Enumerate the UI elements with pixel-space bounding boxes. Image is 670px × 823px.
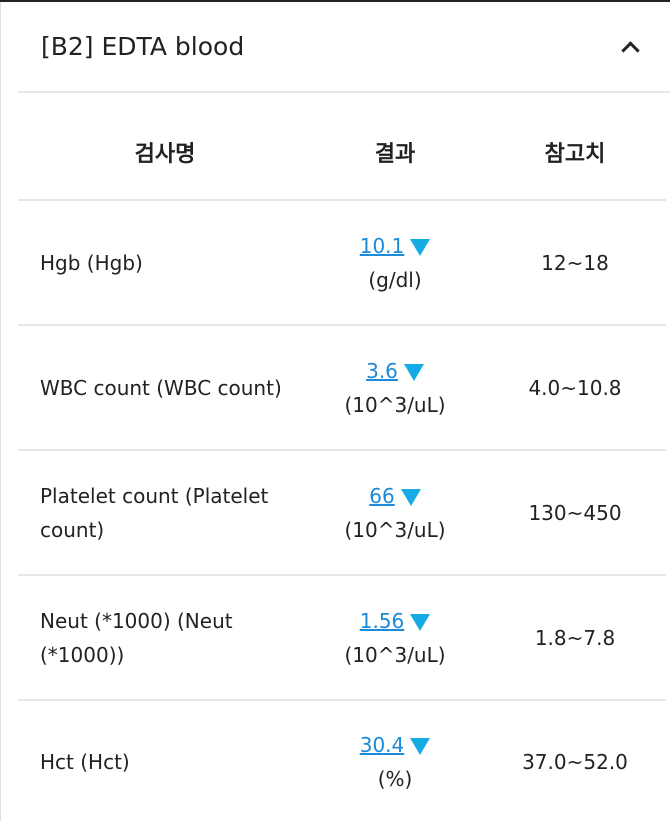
result-unit: (10^3/uL) (344, 642, 446, 667)
column-header-reference: 참고치 (544, 142, 606, 167)
reference-range: 1.8~7.8 (534, 625, 616, 650)
low-arrow-icon (400, 488, 421, 506)
result-value-link[interactable]: 10.1 (359, 233, 405, 258)
result-cell: 1.56 (10^3/uL) (300, 604, 490, 672)
section-title: [B2] EDTA blood (41, 32, 245, 61)
low-arrow-icon (410, 238, 431, 256)
test-name: Neut (*1000) (Neut (*1000)) (40, 608, 233, 667)
reference-range: 37.0~52.0 (522, 749, 628, 774)
result-cell: 66 (10^3/uL) (300, 479, 490, 547)
table-row: Neut (*1000) (Neut (*1000)) 1.56 (10^3/uL… (18, 576, 666, 701)
chevron-up-icon[interactable] (621, 41, 640, 60)
result-unit: (g/dl) (368, 267, 422, 292)
test-name: Hgb (Hgb) (40, 250, 143, 275)
result-cell: 3.6 (10^3/uL) (300, 354, 490, 422)
reference-range: 130~450 (528, 500, 622, 525)
table-row: Platelet count (Platelet count) 66 (10^3/… (18, 451, 666, 576)
result-cell: 30.4 (%) (300, 728, 490, 796)
low-arrow-icon (403, 363, 424, 381)
table-row: WBC count (WBC count) 3.6 (10^3/uL) 4.0~1… (18, 326, 666, 451)
column-header-name: 검사명 (134, 142, 196, 167)
table-row: Hgb (Hgb) 10.1 (g/dl) 12~18 (18, 201, 666, 326)
reference-range: 12~18 (541, 250, 609, 275)
result-unit: (10^3/uL) (344, 517, 446, 542)
result-value-link[interactable]: 1.56 (359, 608, 405, 633)
top-border (0, 0, 670, 2)
result-value-link[interactable]: 3.6 (366, 358, 398, 383)
test-name: Hct (Hct) (40, 749, 130, 774)
result-value-link[interactable]: 66 (369, 483, 395, 508)
table-row: Hct (Hct) 30.4 (%) 37.0~52.0 (18, 700, 666, 823)
reference-range: 4.0~10.8 (528, 375, 622, 400)
left-border (0, 2, 1, 821)
table-header: 검사명 결과 참고치 (18, 92, 666, 201)
low-arrow-icon (410, 613, 431, 631)
result-cell: 10.1 (g/dl) (300, 229, 490, 297)
result-unit: (10^3/uL) (344, 392, 446, 417)
column-header-result: 결과 (374, 142, 416, 167)
low-arrow-icon (410, 737, 431, 755)
test-name: WBC count (WBC count) (40, 375, 282, 400)
result-unit: (%) (377, 766, 413, 791)
section-header[interactable]: [B2] EDTA blood (18, 2, 670, 93)
test-name: Platelet count (Platelet count) (40, 483, 269, 542)
result-value-link[interactable]: 30.4 (359, 732, 405, 757)
